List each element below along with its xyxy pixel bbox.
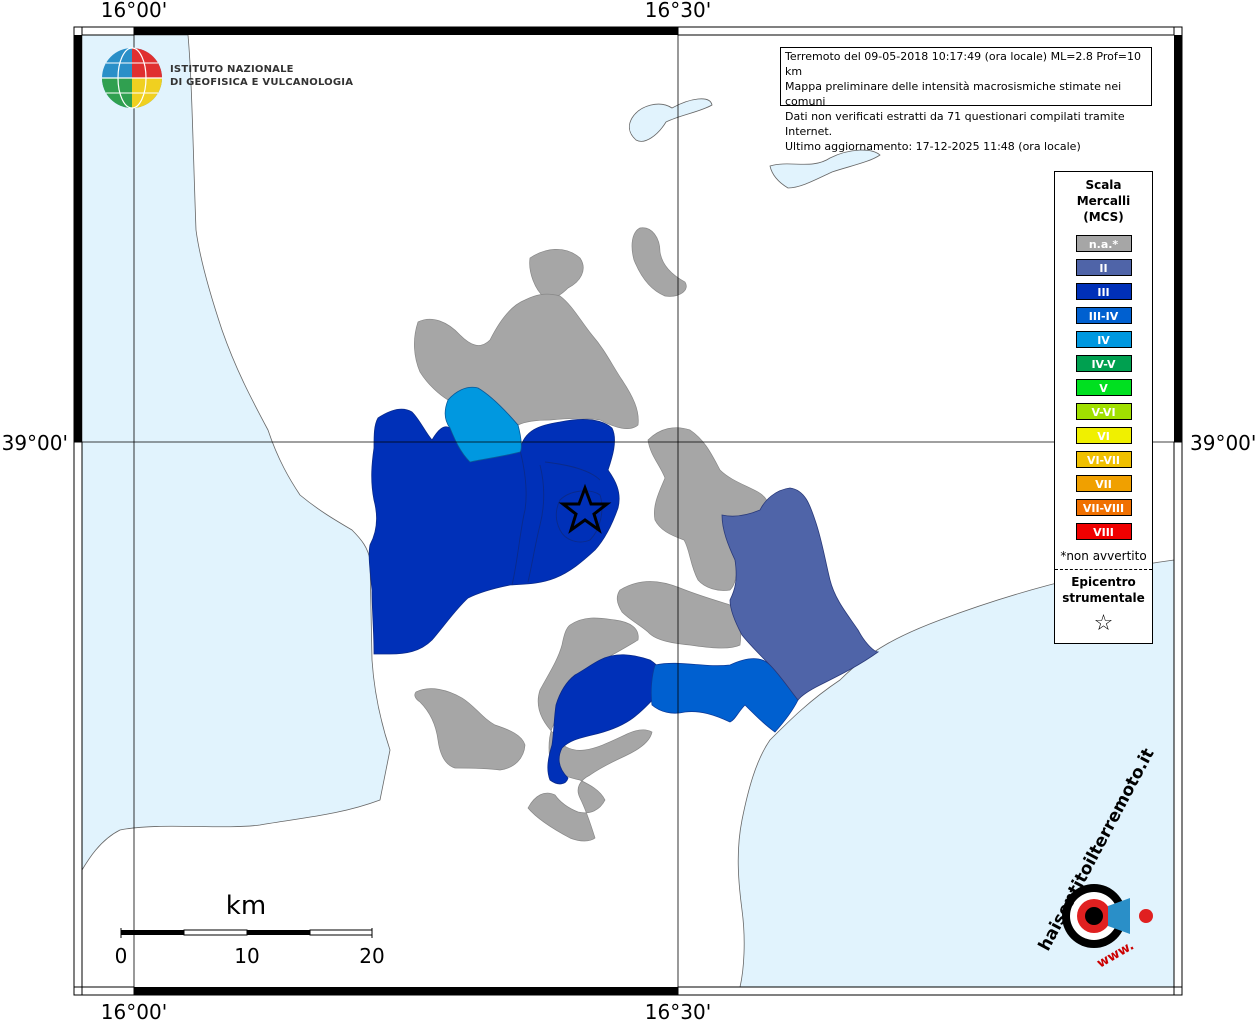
tick-top-left: 16°00' [101,0,167,22]
area-II [721,487,880,701]
legend-item: VI-VII [1075,451,1132,468]
area-na-south-west [414,688,526,771]
municipalities-na [414,227,769,842]
legend-epicenter-label: Epicentro strumentale [1055,574,1152,606]
municipalities-III [368,408,665,785]
lake-1 [628,98,713,142]
legend-item: IV-V [1075,355,1132,372]
legend-item: III [1075,283,1132,300]
graticule [74,27,1182,995]
ingv-logo-icon [102,47,162,109]
legend-epi-line1: Epicentro [1071,575,1136,589]
legend-item: V [1075,379,1132,396]
event-info-box: Terremoto del 09-05-2018 10:17:49 (ora l… [780,47,1152,153]
scale-label-10: 10 [234,944,259,968]
map-frame [73,26,1183,996]
mcs-legend: Scala Mercalli (MCS) n.a.* II III III-IV IV I… [1054,171,1153,644]
tick-bottom-left: 16°00' [101,1000,167,1024]
scale-label-0: 0 [115,944,128,968]
legend-separator [1055,569,1152,570]
legend-title-line2: Mercalli [1076,194,1131,208]
legend-item: VI [1075,427,1132,444]
legend-title-line3: (MCS) [1083,210,1124,224]
sea-west [81,34,391,872]
legend-item: VIII [1075,523,1132,540]
epicenter-star [558,483,612,534]
municipality-borders [511,449,603,586]
legend-item: VII [1075,475,1132,492]
legend-items: n.a.* II III III-IV IV IV-V V V-VI VI VI-VII VII VI… [1055,235,1152,540]
area-na-north-2 [631,227,687,297]
info-line1: Terremoto del 09-05-2018 10:17:49 (ora l… [785,50,1141,78]
legend-note: *non avvertito [1060,549,1147,563]
legend-title: Scala Mercalli (MCS) [1055,177,1152,225]
legend-item: VII-VIII [1075,499,1132,516]
tick-bottom-right: 16°30' [645,1000,711,1024]
info-line2: Mappa preliminare delle intensità macros… [785,80,1122,108]
scale-unit: km [226,891,266,921]
legend-epi-line2: strumentale [1062,591,1145,605]
legend-item: IV [1075,331,1132,348]
legend-item: n.a.* [1075,235,1132,252]
legend-title-line1: Scala [1085,178,1122,192]
info-line4: Ultimo aggiornamento: 17-12-2025 11:48 (… [785,140,1081,153]
area-na-center-south [616,581,742,649]
lake-2 [769,149,881,189]
area-IV [444,386,522,463]
legend-item: II [1075,259,1132,276]
area-na-north-1 [529,249,584,299]
legend-item: V-VI [1075,403,1132,420]
star-icon: ☆ [1093,611,1114,636]
info-line3: Dati non verificati estratti da 71 quest… [785,110,1125,138]
area-III-IV [650,658,799,733]
sea-east [737,559,1175,988]
tick-top-right: 16°30' [645,0,711,22]
scale-bar [120,928,373,938]
tick-left-lat: 39°00' [2,431,68,455]
ingv-line2: DI GEOFISICA E VULCANOLOGIA [170,77,354,88]
legend-item: III-IV [1075,307,1132,324]
ingv-line1: ISTITUTO NAZIONALE [170,64,294,75]
ingv-logo-text: ISTITUTO NAZIONALE DI GEOFISICA E VULCAN… [170,63,353,89]
scale-label-20: 20 [359,944,384,968]
tick-right-lat: 39°00' [1190,431,1256,455]
